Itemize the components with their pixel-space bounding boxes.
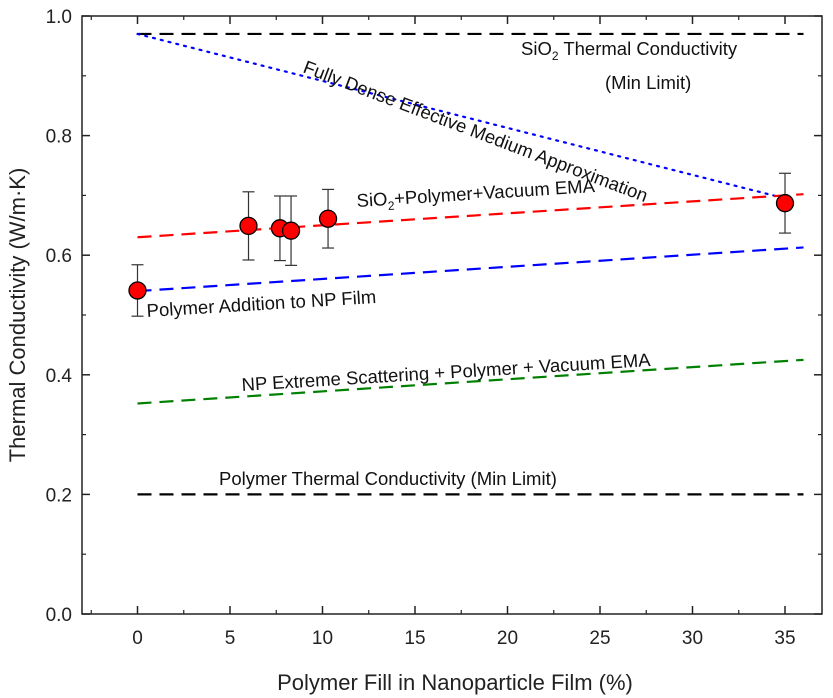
- y-axis-ticks: 0.0 0.2 0.4 0.6 0.8 1.0: [46, 7, 822, 626]
- x-axis-title: Polymer Fill in Nanoparticle Film (%): [277, 670, 633, 695]
- y-tick-label: 0.6: [46, 246, 72, 267]
- x-tick-label: 20: [497, 628, 518, 649]
- data-point: [775, 172, 795, 234]
- data-point: [281, 195, 301, 266]
- y-axis-title: Thermal Conductivity (W/m·K): [5, 168, 30, 463]
- x-tick-label: 15: [404, 628, 425, 649]
- annotation-np-extreme-scattering-ema: NP Extreme Scattering + Polymer + Vacuum…: [241, 349, 652, 395]
- data-point-marker: [128, 281, 147, 300]
- annotation-polymer-limit: Polymer Thermal Conductivity (Min Limit): [219, 468, 557, 489]
- line-np-extreme-scattering-ema: [137, 358, 804, 405]
- x-tick-label: 5: [225, 628, 236, 649]
- data-point-marker: [239, 216, 258, 236]
- series-lines: [136, 32, 804, 496]
- line-fully-dense-ema: [136, 32, 787, 200]
- x-tick-label: 25: [589, 628, 610, 649]
- y-tick-label: 0.2: [46, 485, 72, 506]
- y-tick-label: 0.0: [46, 605, 72, 626]
- data-point: [128, 264, 147, 317]
- data-point: [318, 188, 338, 249]
- x-axis-ticks: 0 5 10 15 20 25 30 35: [90, 16, 796, 649]
- x-tick-label: 35: [774, 628, 795, 649]
- y-tick-label: 0.8: [46, 127, 72, 148]
- data-point: [239, 191, 258, 261]
- annotation-sio2-limit: SiO2 Thermal Conductivity: [521, 38, 738, 63]
- annotation-sio2-limit-line2: (Min Limit): [605, 72, 691, 93]
- data-point-marker: [775, 194, 795, 213]
- line-polymer-addition: [137, 246, 804, 293]
- x-tick-label: 0: [132, 628, 143, 649]
- data-point-marker: [281, 221, 301, 240]
- data-points: [128, 172, 795, 317]
- data-point-marker: [318, 209, 338, 228]
- y-tick-label: 1.0: [46, 7, 72, 28]
- annotation-polymer-addition: Polymer Addition to NP Film: [146, 286, 377, 321]
- y-tick-label: 0.4: [46, 366, 73, 387]
- x-tick-label: 30: [682, 628, 703, 649]
- x-tick-label: 10: [312, 628, 333, 649]
